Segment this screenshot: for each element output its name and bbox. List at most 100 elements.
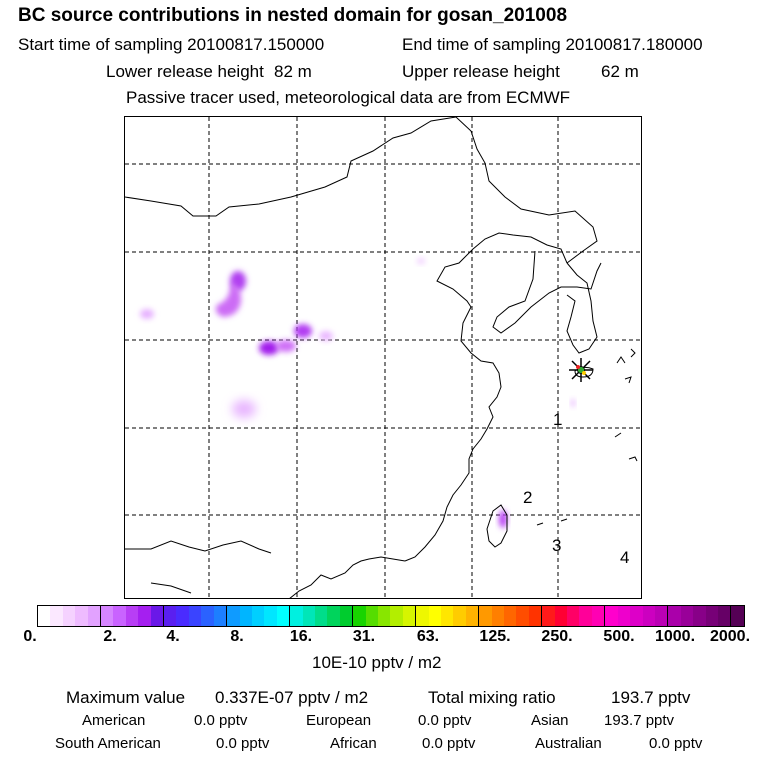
colorbar-segment — [591, 606, 606, 626]
plume — [215, 283, 241, 317]
max-value-label: Maximum value — [66, 688, 186, 707]
colorbar-segment — [314, 606, 328, 626]
plot-title: BC source contributions in nested domain… — [18, 5, 568, 26]
total-mixing-value: 193.7 pptv — [611, 688, 691, 707]
australian-label: Australian — [535, 735, 602, 752]
colorbar-tick: 0. — [23, 628, 37, 645]
border-line — [125, 117, 457, 217]
american-value: 0.0 pptv — [194, 712, 248, 729]
plume — [259, 341, 279, 355]
colorbar-segment — [125, 606, 139, 626]
colorbar-segment — [428, 606, 441, 626]
colorbar-segment — [680, 606, 694, 626]
colorbar-segment — [213, 606, 228, 626]
colorbar-tick: 2. — [103, 628, 117, 645]
colorbar-segment — [38, 606, 51, 626]
island — [616, 356, 626, 364]
colorbar-segment — [465, 606, 480, 626]
map-canvas: 1 2 3 4 — [125, 117, 641, 598]
region-label-3: 3 — [552, 536, 561, 555]
island — [614, 432, 622, 438]
border-line — [455, 117, 598, 264]
plume — [571, 399, 575, 407]
island — [630, 348, 636, 358]
colorbar-segment — [353, 606, 366, 626]
colorbar-segment — [276, 606, 291, 626]
african-value: 0.0 pptv — [422, 735, 476, 752]
colorbar-segment — [101, 606, 114, 626]
african-label: African — [330, 735, 377, 752]
start-time: Start time of sampling 20100817.150000 — [18, 35, 325, 54]
colorbar-segment — [516, 606, 529, 626]
colorbar-segment — [150, 606, 165, 626]
colorbar-segment — [176, 606, 189, 626]
colorbar-segment — [441, 606, 454, 626]
colorbar-segment — [264, 606, 277, 626]
colorbar-segment — [705, 606, 718, 626]
colorbar-tick: 4. — [166, 628, 180, 645]
plume — [294, 324, 312, 338]
colorbar-segment — [327, 606, 340, 626]
lower-release-value: 82 m — [274, 62, 312, 81]
european-label: European — [306, 712, 372, 729]
south-american-label: South American — [55, 735, 161, 752]
colorbar-segment — [668, 606, 681, 626]
colorbar-unit: 10E-10 pptv / m2 — [312, 653, 442, 672]
contribution-field — [140, 258, 575, 528]
max-value: 0.337E-07 pptv / m2 — [215, 688, 369, 707]
colorbar-tick: 31. — [352, 628, 376, 645]
total-mixing-label: Total mixing ratio — [428, 688, 556, 707]
colorbar-segment — [75, 606, 88, 626]
colorbar-segment — [188, 606, 202, 626]
asian-label: Asian — [531, 712, 569, 729]
region-label-4: 4 — [620, 548, 629, 567]
plume — [319, 331, 333, 341]
colorbar-segment — [239, 606, 252, 626]
border-line — [125, 540, 272, 554]
colorbar-segment — [251, 606, 265, 626]
plume — [499, 510, 507, 528]
plume — [232, 400, 256, 418]
colorbar-segment — [164, 606, 177, 626]
colorbar-segment — [617, 606, 631, 626]
colorbar-tick: 2000. — [709, 628, 751, 645]
colorbar-segment — [504, 606, 517, 626]
plume — [417, 258, 425, 264]
colorbar-segment — [402, 606, 417, 626]
end-time: End time of sampling 20100817.180000 — [402, 35, 703, 54]
colorbar-tick: 8. — [230, 628, 244, 645]
colorbar-segment — [542, 606, 555, 626]
colorbar-segment — [554, 606, 568, 626]
colorbar-segment — [479, 606, 492, 626]
colorbar-segment — [717, 606, 732, 626]
plume — [140, 309, 154, 319]
region-label-1: 1 — [553, 410, 562, 429]
colorbar-tick: 500. — [603, 628, 635, 645]
colorbar-segment — [377, 606, 391, 626]
receptor-star-icon — [569, 358, 593, 382]
colorbar — [37, 605, 745, 627]
european-value: 0.0 pptv — [418, 712, 472, 729]
colorbar-segment — [365, 606, 378, 626]
colorbar-segment — [605, 606, 618, 626]
island — [560, 518, 568, 522]
upper-release-value: 62 m — [601, 62, 639, 81]
colorbar-segment — [642, 606, 655, 626]
colorbar-segment — [416, 606, 429, 626]
colorbar-segment — [227, 606, 240, 626]
colorbar-segment — [579, 606, 592, 626]
taiwan-island — [486, 504, 508, 548]
colorbar-segment — [491, 606, 505, 626]
colorbar-tick: 125. — [479, 628, 511, 645]
colorbar-segment — [339, 606, 354, 626]
colorbar-segment — [290, 606, 303, 626]
american-label: American — [82, 712, 146, 729]
colorbar-tick: 16. — [289, 628, 313, 645]
coastline — [289, 556, 406, 598]
colorbar-segment — [567, 606, 580, 626]
tracer-note: Passive tracer used, meteorological data… — [126, 88, 571, 107]
border-line — [150, 582, 192, 594]
colorbar-segment — [113, 606, 126, 626]
colorbar-segment — [87, 606, 102, 626]
lower-release-label: Lower release height — [106, 62, 264, 81]
